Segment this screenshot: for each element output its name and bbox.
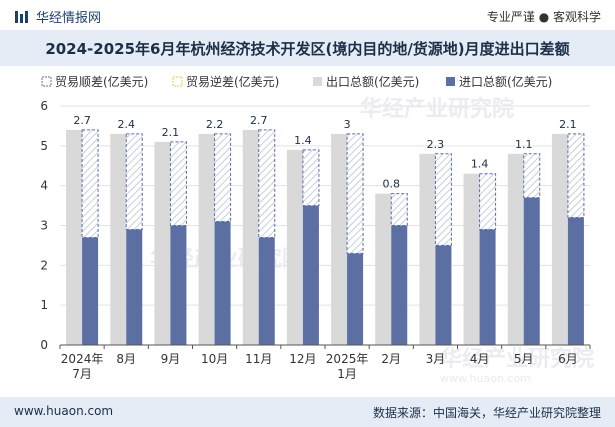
watermark-1: 华经产业研究院 <box>360 96 514 122</box>
import-bar <box>567 217 584 345</box>
tagline: 专业严谨 ● 客观科学 <box>486 10 601 24</box>
x-tick-label: 6月 <box>558 352 578 366</box>
y-tick-label: 5 <box>40 139 48 153</box>
chart-title: 2024-2025年6月年杭州经济技术开发区(境内目的地/货源地)月度进出口差额 <box>45 40 570 58</box>
data-labels: 2.7 2.4 2.1 2.2 2.7 1.4 3 0.8 2.3 1.4 1.1 2.1 <box>73 114 576 191</box>
surplus-bar <box>302 149 320 207</box>
export-bar <box>551 133 568 345</box>
export-bar <box>66 129 83 345</box>
balance-label: 2.3 <box>427 138 445 151</box>
surplus-bar <box>346 133 364 254</box>
balance-label: 1.4 <box>294 134 312 147</box>
x-tick-label: 4月 <box>470 352 490 366</box>
y-tick-label: 0 <box>40 338 48 352</box>
balance-label: 2.1 <box>559 118 577 131</box>
x-tick-label: 2月 <box>381 352 401 366</box>
import-bar <box>82 237 99 345</box>
export-bar <box>331 133 348 345</box>
y-tick-label: 2 <box>40 258 48 272</box>
chart: 贸易顺差(亿美元) 贸易逆差(亿美元) 出口总额(亿美元) 进口总额(亿美元) 华经产… <box>40 74 594 385</box>
top-bar: 华经情报网 专业严谨 ● 客观科学 <box>0 0 615 30</box>
balance-label: 3 <box>344 118 351 131</box>
x-tick-label: 2025年 <box>326 352 369 366</box>
x-tick-label: 1月 <box>337 367 357 381</box>
surplus-bar <box>169 141 187 226</box>
x-tick-label: 5月 <box>514 352 534 366</box>
surplus-bar <box>567 133 585 219</box>
surplus-bar <box>479 173 497 230</box>
balance-label: 2.7 <box>73 114 91 127</box>
surplus-bar <box>523 153 541 199</box>
brand: 华经情报网 <box>14 7 101 26</box>
import-bar <box>170 225 187 345</box>
logo-icon <box>15 10 28 23</box>
export-bar <box>463 173 480 345</box>
export-bar <box>198 133 215 345</box>
x-tick-label: 10月 <box>201 352 228 366</box>
import-bar <box>258 237 275 345</box>
x-tick-label: 11月 <box>245 352 272 366</box>
watermark-url: www.huaon.com <box>440 372 531 385</box>
import-bar <box>214 221 231 345</box>
legend-label-3: 出口总额(亿美元) <box>326 74 419 89</box>
balance-label: 2.1 <box>162 126 180 139</box>
export-bar <box>242 129 259 345</box>
y-tick-label: 4 <box>40 179 48 193</box>
surplus-bar <box>390 193 408 226</box>
export-bar <box>154 141 171 345</box>
surplus-bar <box>125 133 143 230</box>
x-tick-label: 9月 <box>161 352 181 366</box>
import-bar <box>302 205 319 345</box>
legend: 贸易顺差(亿美元) 贸易逆差(亿美元) 出口总额(亿美元) 进口总额(亿美元) <box>41 74 552 89</box>
import-bar <box>435 245 452 345</box>
legend-swatch-1 <box>41 76 52 87</box>
x-tick-label: 2024年 <box>61 352 104 366</box>
import-bar <box>126 229 143 345</box>
footer: www.huaon.com 数据来源：中国海关，华经产业研究院整理 <box>0 397 615 427</box>
x-tick-label: 7月 <box>72 367 92 381</box>
brand-name: 华经情报网 <box>36 11 102 26</box>
balance-label: 2.7 <box>250 114 268 127</box>
balance-label: 0.8 <box>383 178 401 191</box>
x-tick-label: 8月 <box>116 352 136 366</box>
gridlines <box>60 105 590 346</box>
balance-label: 1.1 <box>515 138 533 151</box>
y-tick-label: 6 <box>40 99 48 113</box>
surplus-bar <box>258 129 276 238</box>
footer-source: 数据来源：中国海关，华经产业研究院整理 <box>372 406 601 420</box>
import-bar <box>479 229 496 345</box>
legend-swatch-4 <box>446 77 455 86</box>
export-bar <box>286 149 303 345</box>
watermark-3: 华经产业研究院 <box>440 346 594 372</box>
export-bar <box>507 153 524 345</box>
legend-label-4: 进口总额(亿美元) <box>459 74 552 89</box>
bars <box>66 129 585 345</box>
surplus-bar <box>434 153 452 246</box>
y-tick-label: 3 <box>40 219 48 233</box>
export-bar <box>375 193 392 345</box>
import-bar <box>523 197 540 345</box>
surplus-bar <box>214 133 232 223</box>
surplus-bar <box>81 129 99 238</box>
legend-label-2: 贸易逆差(亿美元) <box>186 74 279 89</box>
import-bar <box>347 253 364 345</box>
import-bar <box>391 225 408 345</box>
footer-url: www.huaon.com <box>14 404 114 418</box>
x-tick-label: 3月 <box>426 352 446 366</box>
legend-label-1: 贸易顺差(亿美元) <box>55 74 148 89</box>
export-bar <box>110 133 127 345</box>
y-tick-label: 1 <box>40 298 48 312</box>
legend-swatch-3 <box>313 77 322 86</box>
balance-label: 2.2 <box>206 118 224 131</box>
balance-label: 1.4 <box>471 158 489 171</box>
x-tick-label: 12月 <box>289 352 316 366</box>
export-bar <box>419 153 436 345</box>
balance-label: 2.4 <box>118 118 136 131</box>
legend-swatch-2 <box>172 76 183 87</box>
title-bar: 2024-2025年6月年杭州经济技术开发区(境内目的地/货源地)月度进出口差额 <box>0 30 615 66</box>
